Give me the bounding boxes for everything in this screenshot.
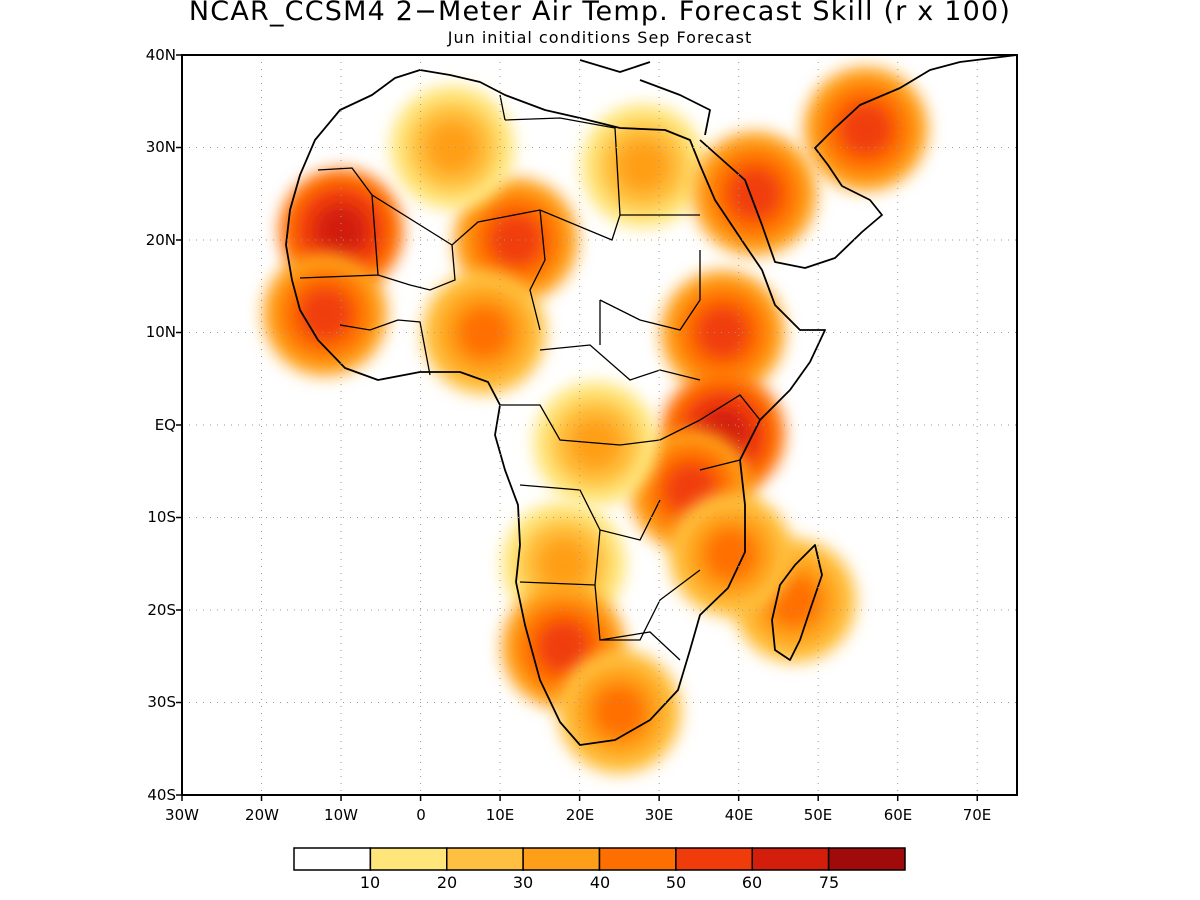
skill-blob-ethiopia [696,306,749,359]
skill-blob-arabia [728,167,781,220]
skill-blob-sahel-niger-chad [490,214,542,266]
colorbar-swatch [827,847,906,871]
skill-shading [263,67,928,774]
x-tick-label: 60E [884,806,913,824]
colorbar-label: 10 [360,873,380,892]
x-tick-label: 20W [245,806,279,824]
x-tick-label: 70E [963,806,992,824]
colorbar-labels: 10 20 30 40 50 60 75 [360,873,839,892]
map-gridlines [182,55,1017,795]
colorbar-swatch [675,847,753,871]
colorbar-swatch [369,847,448,871]
x-tick-label: 40E [725,806,754,824]
colorbar-label: 30 [513,873,533,892]
y-tick-label: 40S [147,786,176,804]
skill-blob-mozambique [704,528,757,581]
map-ticks [176,54,978,801]
colorbar-swatch [751,847,830,871]
skill-blob-iran [839,103,892,155]
colorbar-label: 20 [437,873,457,892]
y-axis-labels: 40N 30N 20N 10N EQ 10S 20S 30S 40S [146,46,176,804]
y-tick-label: EQ [155,416,176,434]
x-tick-label: 10E [486,806,515,824]
x-tick-label: 30W [165,806,199,824]
skill-blob-nigeria [458,306,511,359]
y-tick-label: 30N [146,138,176,156]
colorbar-label: 75 [819,873,839,892]
x-tick-label: 50E [804,806,833,824]
y-tick-label: 20S [147,601,176,619]
y-tick-label: 10S [147,508,176,526]
colorbar-swatch [522,847,601,871]
africa-coastline [285,69,826,746]
colorbar-swatch [598,847,677,871]
country-borders [299,94,761,661]
chart-subtitle: Jun initial conditions Sep Forecast [447,28,753,47]
skill-blob-senegal-guinea [299,288,352,340]
colorbar-swatch [293,847,372,871]
mediterranean-coast [579,59,711,136]
skill-blob-egypt [617,140,670,192]
y-tick-label: 10N [146,323,176,341]
y-tick-label: 20N [146,231,176,249]
x-tick-label: 30E [645,806,674,824]
skill-blob-south-africa [593,685,646,738]
x-axis-labels: 30W 20W 10W 0 10E 20E 30E 40E 50E 60E 70… [165,806,991,824]
y-tick-label: 40N [146,46,176,64]
x-tick-label: 0 [416,806,426,824]
colorbar-label: 60 [742,873,762,892]
madagascar-coastline [771,544,823,661]
arabia-coastline [699,55,1017,269]
skill-blob-namibia [537,621,590,673]
colorbar-label: 50 [666,873,686,892]
x-tick-label: 20E [566,806,595,824]
colorbar-swatch [446,847,524,871]
chart-title: NCAR_CCSM4 2−Meter Air Temp. Forecast Sk… [188,0,1012,27]
y-tick-label: 30S [147,693,176,711]
skill-blob-angola [537,537,590,590]
skill-blob-n-africa [426,121,479,174]
x-tick-label: 10W [324,806,358,824]
colorbar-label: 40 [590,873,610,892]
colorbar [293,847,906,871]
